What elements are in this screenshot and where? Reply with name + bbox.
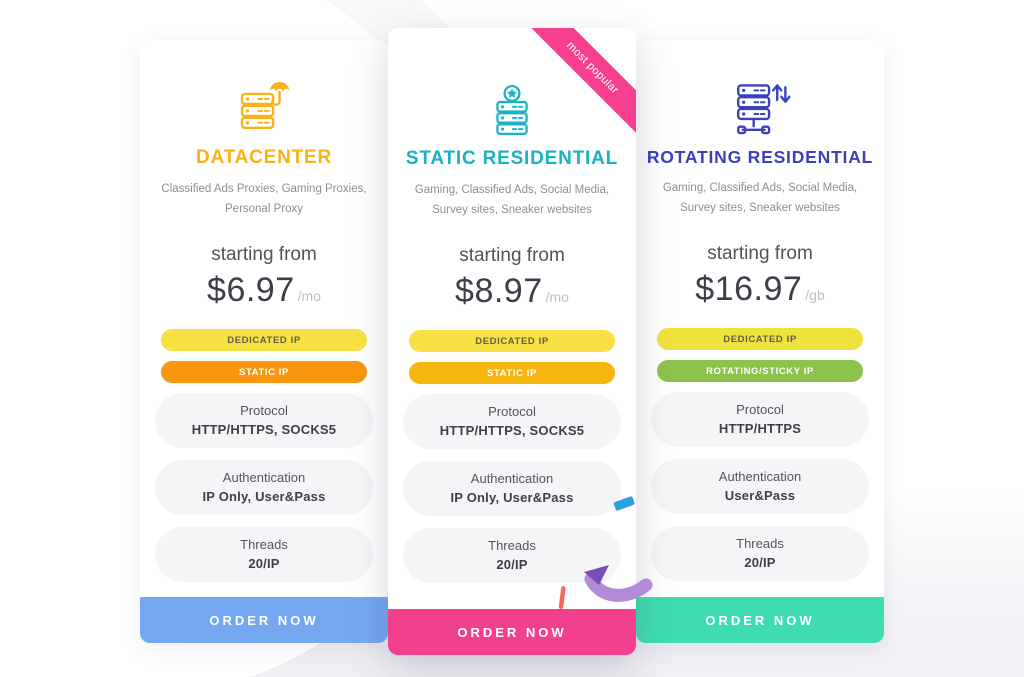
feature-label: Authentication [222, 470, 306, 485]
plan-title: ROTATING RESIDENTIAL [646, 147, 874, 167]
feature-value: User&Pass [724, 488, 796, 503]
feature-value: 20/IP [248, 556, 280, 571]
feature-label: Protocol [488, 404, 536, 419]
feature-value: HTTP/HTTPS, SOCKS5 [439, 423, 585, 438]
feature-threads: Threads 20/IP [651, 526, 869, 581]
server-umbrella-icon [140, 80, 388, 138]
feature-protocol: Protocol HTTP/HTTPS [651, 392, 869, 447]
badge-static-ip: STATIC IP [161, 361, 367, 383]
plan-description: Gaming, Classified Ads, Social Media, Su… [662, 182, 858, 214]
plan-description: Gaming, Classified Ads, Social Media, Su… [414, 184, 610, 216]
plan-title: DATACENTER [195, 147, 333, 168]
feature-value: 20/IP [496, 557, 528, 572]
feature-protocol: Protocol HTTP/HTTPS, SOCKS5 [155, 393, 373, 448]
price-amount: $8.97 [455, 272, 543, 310]
price-unit: /mo [297, 288, 321, 304]
feature-label: Authentication [470, 471, 554, 486]
feature-label: Protocol [240, 403, 288, 418]
price-prefix: starting from [707, 243, 813, 264]
pricing-card-rotating-residential: ROTATING RESIDENTIAL Gaming, Classified … [636, 40, 884, 643]
feature-threads: Threads 20/IP [403, 528, 621, 583]
badge-static-ip: STATIC IP [409, 362, 615, 384]
order-now-button[interactable]: ORDER NOW [140, 597, 388, 643]
feature-threads: Threads 20/IP [155, 527, 373, 582]
plan-title: STATIC RESIDENTIAL [405, 148, 619, 169]
price-prefix: starting from [211, 244, 317, 265]
feature-value: IP Only, User&Pass [202, 489, 326, 504]
pricing-card-static-residential: most popular STATIC RESIDENTIAL Gaming, … [388, 28, 636, 655]
most-popular-ribbon: most popular [526, 28, 636, 138]
feature-label: Protocol [736, 402, 784, 417]
feature-authentication: Authentication IP Only, User&Pass [155, 460, 373, 515]
price: $16.97/gb [636, 270, 884, 309]
order-now-button[interactable]: ORDER NOW [388, 609, 636, 655]
feature-label: Threads [736, 536, 784, 551]
feature-label: Threads [240, 537, 288, 552]
price-amount: $6.97 [207, 271, 295, 309]
feature-value: 20/IP [744, 555, 776, 570]
feature-authentication: Authentication IP Only, User&Pass [403, 461, 621, 516]
price: $6.97/mo [140, 271, 388, 310]
ip-badges: DEDICATED IP ROTATING/STICKY IP [636, 328, 884, 382]
price-unit: /gb [805, 287, 825, 303]
ip-badges: DEDICATED IP STATIC IP [140, 329, 388, 383]
feature-value: HTTP/HTTPS [718, 421, 802, 436]
feature-value: IP Only, User&Pass [450, 490, 574, 505]
price-prefix: starting from [459, 245, 565, 266]
feature-authentication: Authentication User&Pass [651, 459, 869, 514]
feature-protocol: Protocol HTTP/HTTPS, SOCKS5 [403, 394, 621, 449]
server-star-icon [388, 81, 636, 139]
price: $8.97/mo [388, 272, 636, 311]
order-now-button[interactable]: ORDER NOW [636, 597, 884, 643]
badge-dedicated-ip: DEDICATED IP [161, 329, 367, 351]
feature-label: Threads [488, 538, 536, 553]
pricing-card-datacenter: DATACENTER Classified Ads Proxies, Gamin… [140, 40, 388, 643]
badge-dedicated-ip: DEDICATED IP [409, 330, 615, 352]
price-amount: $16.97 [695, 270, 803, 308]
server-rotating-icon [636, 80, 884, 138]
price-unit: /mo [545, 289, 569, 305]
plan-description: Classified Ads Proxies, Gaming Proxies, … [161, 183, 367, 215]
badge-dedicated-ip: DEDICATED IP [657, 328, 863, 350]
feature-value: HTTP/HTTPS, SOCKS5 [191, 422, 337, 437]
ip-badges: DEDICATED IP STATIC IP [388, 330, 636, 384]
feature-label: Authentication [718, 469, 802, 484]
most-popular-ribbon-label: most popular [526, 28, 636, 138]
badge-rotating-sticky-ip: ROTATING/STICKY IP [657, 360, 863, 382]
